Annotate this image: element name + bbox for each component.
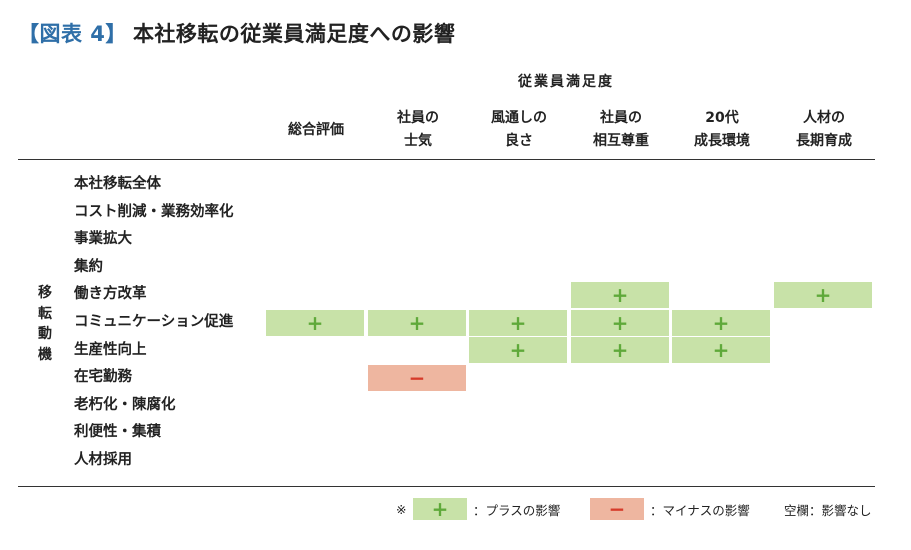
legend-plus: + ：プラスの影響 [413,497,560,521]
group-header: 従業員満足度 [518,74,614,90]
row-label: 働き方改革 [74,286,147,303]
legend-blank: 空欄：影響なし [784,497,872,521]
figure-number: 【図表 4】 [18,22,127,46]
plus-cell: + [469,337,567,364]
plus-cell: + [571,337,669,364]
figure-title: 本社移転の従業員満足度への影響 [132,22,456,46]
row-label: 集約 [74,258,103,275]
plus-cell: + [571,281,669,308]
page-title: 【図表 4】 本社移転の従業員満足度への影響 [18,18,455,52]
column-header: 社員の 士気 [397,110,439,149]
column-header: 20代 成長環境 [694,110,750,149]
legend-note-mark: ※ [396,501,407,517]
row-label: 老朽化・陳腐化 [74,396,176,413]
plus-cell: + [368,309,466,336]
plus-cell: + [571,309,669,336]
header-rule [18,159,875,160]
column-header: 総合評価 [288,121,344,138]
plus-cell: + [774,281,872,308]
column-header: 風通しの 良さ [491,110,547,149]
legend-minus-swatch: − [590,497,644,521]
row-label: 本社移転全体 [74,176,161,192]
row-label: 利便性・集積 [74,424,161,441]
legend-plus-swatch: + [413,497,467,521]
plus-cell: + [672,309,770,336]
row-label: 事業拡大 [74,231,132,248]
legend-blank-text: 空欄：影響なし [784,502,872,518]
row-label: コスト削減・業務効率化 [74,203,234,220]
side-label: 移 転 動 機 [38,285,52,363]
legend-minus: − ：マイナスの影響 [590,497,750,521]
plus-cell: + [469,309,567,336]
row-label: 生産性向上 [74,341,147,358]
column-header: 社員の 相互尊重 [593,110,649,149]
legend-minus-text: ：マイナスの影響 [650,502,750,518]
row-label: 人材採用 [74,452,132,468]
plus-cell: + [266,309,364,336]
plus-cell: + [672,337,770,364]
column-header: 人材の 長期育成 [796,110,852,149]
row-label: 在宅勤務 [74,369,132,386]
legend-note: ※ [396,497,406,521]
legend-plus-text: ：プラスの影響 [473,502,561,518]
minus-cell: − [368,364,466,391]
footer-rule [18,486,875,487]
row-label: コミュニケーション促進 [74,314,234,330]
